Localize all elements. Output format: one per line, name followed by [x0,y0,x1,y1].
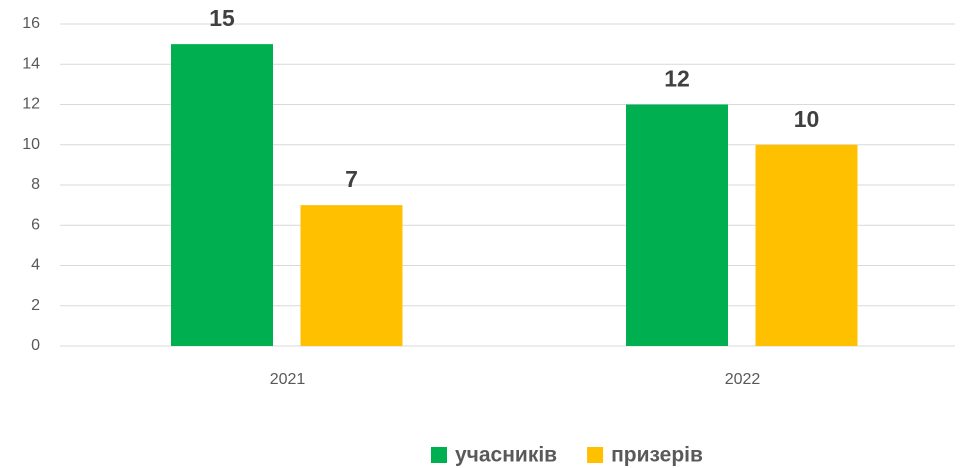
legend-label: призерів [611,444,703,467]
y-tick-label: 16 [22,15,40,32]
value-label: 10 [794,106,820,132]
legend-label: учасників [455,444,557,467]
y-tick-label: 14 [22,55,40,72]
bar [755,144,858,346]
y-tick-label: 10 [22,136,40,153]
x-tick-label: 2022 [725,371,761,388]
x-tick-label: 2021 [270,371,306,388]
bar [171,44,273,346]
legend-swatch [587,447,604,463]
y-tick-label: 8 [31,176,40,193]
bar [300,205,403,346]
y-tick-label: 12 [22,96,40,113]
y-tick-label: 0 [31,337,40,354]
legend-swatch [431,447,447,463]
y-tick-label: 2 [31,297,40,314]
value-label: 12 [664,66,690,92]
value-label: 15 [209,5,235,31]
bar [626,104,728,346]
y-tick-label: 4 [31,257,40,274]
value-label: 7 [345,166,358,192]
y-tick-label: 6 [31,216,40,233]
